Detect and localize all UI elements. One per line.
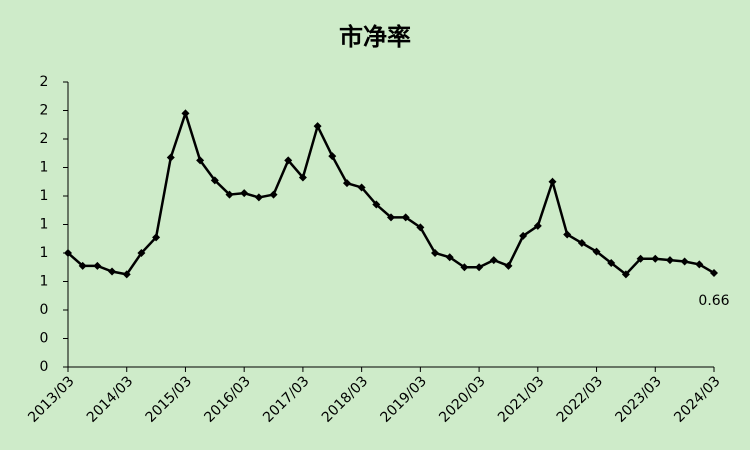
chart-title: 市净率 [339, 23, 411, 51]
marker [607, 258, 616, 267]
marker [181, 109, 190, 118]
y-tick-label: 0 [40, 302, 49, 318]
marker [592, 247, 601, 256]
y-tick-label: 2 [40, 74, 49, 90]
marker [137, 249, 146, 257]
marker [328, 152, 337, 161]
x-tick-label: 2014/03 [84, 373, 136, 425]
marker [489, 256, 498, 265]
marker [665, 256, 674, 265]
marker [387, 213, 395, 222]
marker [254, 193, 263, 202]
marker [78, 261, 87, 270]
y-tick-label: 0 [40, 331, 49, 347]
y-tick-label: 1 [40, 160, 49, 176]
marker [122, 270, 131, 279]
x-tick-label: 2015/03 [143, 373, 195, 425]
marker [621, 270, 630, 279]
y-tick-label: 2 [40, 103, 49, 119]
marker [577, 239, 586, 248]
marker [475, 263, 484, 272]
y-tick-label: 1 [40, 217, 49, 233]
y-tick-label: 2 [40, 131, 49, 147]
marker [152, 233, 161, 242]
marker [651, 254, 660, 263]
marker [225, 190, 234, 199]
marker [342, 179, 351, 188]
marker [357, 183, 366, 192]
marker [210, 176, 219, 185]
x-tick-label: 2022/03 [554, 373, 606, 425]
marker [710, 268, 718, 277]
x-tick-label: 2017/03 [260, 373, 312, 425]
x-tick-label: 2020/03 [436, 373, 488, 425]
marker [372, 200, 381, 209]
x-tick-label: 2016/03 [201, 373, 253, 425]
marker [298, 173, 307, 182]
x-tick-label: 2013/03 [25, 373, 77, 425]
marker [108, 267, 117, 276]
marker [166, 153, 175, 162]
y-tick-label: 1 [40, 274, 49, 290]
x-tick-label: 2018/03 [319, 373, 371, 425]
marker [416, 223, 425, 232]
marker [533, 221, 542, 230]
marker [445, 253, 454, 262]
marker [460, 263, 469, 272]
marker [64, 249, 72, 257]
data-label: 0.66 [698, 293, 729, 309]
y-tick-label: 0 [40, 359, 49, 375]
y-tick-label: 1 [40, 245, 49, 261]
x-tick-label: 2021/03 [495, 373, 547, 425]
marker [431, 249, 440, 257]
marker [636, 254, 645, 263]
x-tick-label: 2019/03 [378, 373, 430, 425]
x-tick-label: 2024/03 [671, 373, 723, 425]
marker [240, 189, 249, 198]
marker [269, 190, 278, 199]
marker [548, 177, 557, 186]
marker [504, 261, 513, 270]
marker [284, 156, 293, 165]
marker [401, 213, 410, 222]
line [67, 109, 715, 277]
marker [519, 231, 528, 240]
marker [563, 230, 572, 239]
marker [196, 156, 205, 165]
marker [93, 261, 102, 270]
marker [695, 260, 704, 269]
y-tick-label: 1 [40, 188, 49, 204]
marker [680, 257, 689, 266]
marker [313, 122, 322, 131]
x-tick-label: 2023/03 [612, 373, 664, 425]
